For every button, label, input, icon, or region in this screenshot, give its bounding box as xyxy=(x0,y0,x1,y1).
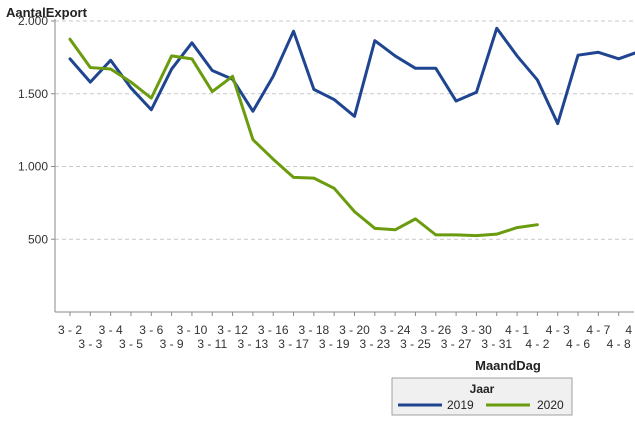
x-tick-label: 3 - 9 xyxy=(160,337,184,351)
x-tick-label: 3 - 30 xyxy=(461,323,492,337)
x-tick-label: 3 - 18 xyxy=(299,323,330,337)
x-axis-ticks: 3 - 23 - 33 - 43 - 53 - 63 - 93 - 103 - … xyxy=(58,312,632,351)
x-tick-label: 3 - 4 xyxy=(99,323,123,337)
x-tick-label: 3 - 12 xyxy=(217,323,248,337)
y-tick-label: 1.000 xyxy=(18,160,48,174)
x-tick-label: 4 - 3 xyxy=(546,323,570,337)
x-tick-label: 3 - 26 xyxy=(420,323,451,337)
grid-lines xyxy=(55,20,634,240)
x-tick-label: 3 - 24 xyxy=(380,323,411,337)
legend-title: Jaar xyxy=(470,382,495,396)
x-tick-label: 3 - 13 xyxy=(238,337,269,351)
y-tick-label: 2.000 xyxy=(18,14,48,28)
series-line-2020 xyxy=(68,37,539,238)
x-tick-label: 4 xyxy=(625,323,632,337)
legend-items: 2019 2020 xyxy=(398,398,564,412)
x-tick-label: 3 - 5 xyxy=(119,337,143,351)
y-tick-label: 1.500 xyxy=(18,87,48,101)
legend-label-2020: 2020 xyxy=(537,398,564,412)
legend-label-2019: 2019 xyxy=(447,398,474,412)
x-tick-label: 3 - 19 xyxy=(319,337,350,351)
x-tick-label: 4 - 8 xyxy=(607,337,631,351)
x-tick-label: 3 - 31 xyxy=(481,337,512,351)
x-tick-label: 3 - 3 xyxy=(78,337,102,351)
series-lines xyxy=(68,26,635,238)
legend-box xyxy=(391,377,573,416)
x-tick-label: 3 - 6 xyxy=(139,323,163,337)
x-tick-label: 3 - 2 xyxy=(58,323,82,337)
x-tick-label: 3 - 17 xyxy=(278,337,309,351)
x-tick-label: 4 - 7 xyxy=(586,323,610,337)
x-axis-title: MaandDag xyxy=(475,358,541,373)
x-tick-label: 3 - 16 xyxy=(258,323,289,337)
x-tick-label: 3 - 11 xyxy=(197,337,227,351)
x-tick-label: 4 - 2 xyxy=(525,337,549,351)
x-tick-label: 3 - 20 xyxy=(339,323,370,337)
x-tick-label: 4 - 1 xyxy=(505,323,529,337)
legend: Jaar 2019 2020 xyxy=(391,377,573,416)
y-axis-title: AantalExport xyxy=(6,5,88,20)
x-tick-label: 4 - 6 xyxy=(566,337,590,351)
y-tick-label: 500 xyxy=(28,232,48,246)
y-axis-ticks: 500 1.000 1.500 2.000 xyxy=(18,14,55,246)
x-tick-label: 3 - 27 xyxy=(441,337,472,351)
axes xyxy=(54,19,634,313)
series-line-2019 xyxy=(68,26,635,126)
x-tick-label: 3 - 10 xyxy=(177,323,208,337)
x-tick-label: 3 - 23 xyxy=(359,337,390,351)
x-tick-label: 3 - 25 xyxy=(400,337,431,351)
